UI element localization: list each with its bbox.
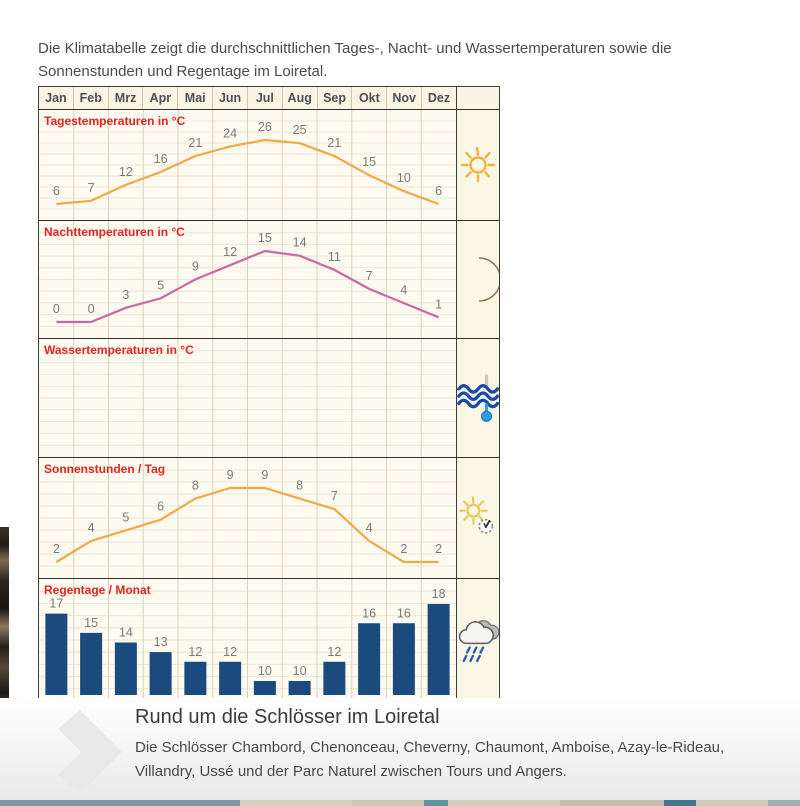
svg-text:12: 12 <box>188 645 202 659</box>
climate-rows: 6 7 12 16 21 24 26 25 21 15 10 6 Tagestemperaturen i… <box>39 110 499 701</box>
svg-text:9: 9 <box>261 468 268 482</box>
svg-text:7: 7 <box>331 489 338 503</box>
svg-text:4: 4 <box>88 521 95 535</box>
svg-text:17: 17 <box>49 597 63 611</box>
chart-bar: 17 15 14 13 12 12 10 10 12 16 16 18 Regentage / Mona… <box>39 579 456 701</box>
svg-text:16: 16 <box>362 606 376 620</box>
svg-text:10: 10 <box>293 664 307 678</box>
month-cell: Feb <box>74 87 109 109</box>
svg-text:21: 21 <box>188 136 202 150</box>
chevron-right-icon <box>58 710 122 799</box>
climate-table: Jan Feb Mrz Apr Mai Jun Jul Aug Sep Okt Nov Dez 6 7 1… <box>38 86 500 702</box>
svg-text:12: 12 <box>119 165 133 179</box>
page-bottom-gradient <box>0 698 800 800</box>
svg-text:6: 6 <box>53 184 60 198</box>
month-cell: Jan <box>39 87 74 109</box>
month-cell: Jul <box>248 87 283 109</box>
sun-icon <box>456 110 499 220</box>
svg-text:6: 6 <box>157 500 164 514</box>
svg-text:7: 7 <box>88 181 95 195</box>
climate-row-1: 6 7 12 16 21 24 26 25 21 15 10 6 Tagestemperaturen i… <box>39 110 499 221</box>
svg-text:0: 0 <box>53 302 60 316</box>
svg-text:8: 8 <box>296 479 303 493</box>
svg-text:4: 4 <box>366 521 373 535</box>
svg-text:14: 14 <box>293 236 307 250</box>
climate-row-5: 17 15 14 13 12 12 10 10 12 16 16 18 Regentage / Mona… <box>39 579 499 701</box>
teaser-title[interactable]: Rund um die Schlösser im Loiretal <box>135 706 440 728</box>
row-label: Regentage / Monat <box>44 583 151 597</box>
svg-text:1: 1 <box>435 297 442 311</box>
table-header-row: Jan Feb Mrz Apr Mai Jun Jul Aug Sep Okt Nov Dez <box>39 87 499 110</box>
month-cell: Dez <box>427 91 451 105</box>
rain-cloud-icon <box>456 579 499 701</box>
teaser-text: Die Schlösser Chambord, Chenonceau, Chev… <box>135 739 725 780</box>
chart-line: 6 7 12 16 21 24 26 25 21 15 10 6 Tagestemperaturen i… <box>39 110 456 220</box>
svg-text:4: 4 <box>400 283 407 297</box>
svg-text:12: 12 <box>223 245 237 259</box>
svg-text:10: 10 <box>258 664 272 678</box>
svg-text:16: 16 <box>154 152 168 166</box>
water-thermometer-icon <box>456 339 499 457</box>
climate-row-2: 0 0 3 5 9 12 15 14 11 7 4 1 Nachttemperaturen in °C <box>39 221 499 339</box>
svg-text:12: 12 <box>327 645 341 659</box>
left-photo-strip <box>0 527 9 782</box>
svg-text:11: 11 <box>328 250 341 264</box>
month-cell: Okt <box>352 87 388 109</box>
svg-text:25: 25 <box>293 123 307 137</box>
svg-text:15: 15 <box>258 231 272 245</box>
month-cell: Mai <box>178 87 214 109</box>
svg-text:21: 21 <box>327 136 341 150</box>
svg-text:0: 0 <box>88 302 95 316</box>
month-cell: Nov <box>387 87 423 109</box>
row-label: Sonnenstunden / Tag <box>44 462 165 476</box>
bottom-photo-strip <box>0 800 800 806</box>
teaser-link-block[interactable]: Rund um die Schlösser im Loiretal Die Sc… <box>0 702 800 798</box>
intro-text: Die Klimatabelle zeigt die durchschnittl… <box>38 40 672 81</box>
row-label: Tagestemperaturen in °C <box>44 114 186 128</box>
svg-text:10: 10 <box>397 171 411 185</box>
month-cell: Apr <box>143 87 179 109</box>
svg-text:8: 8 <box>192 479 199 493</box>
svg-text:7: 7 <box>366 269 373 283</box>
svg-text:12: 12 <box>223 645 237 659</box>
chart-line: 2 4 5 6 8 9 9 8 7 4 2 2 Sonnenstunden / Tag <box>39 458 456 578</box>
svg-text:15: 15 <box>84 616 98 630</box>
svg-text:14: 14 <box>119 626 133 640</box>
icon-column-header <box>456 87 499 109</box>
svg-text:13: 13 <box>154 635 168 649</box>
svg-text:2: 2 <box>53 542 60 556</box>
svg-text:2: 2 <box>435 542 442 556</box>
svg-text:5: 5 <box>157 278 164 292</box>
moon-icon <box>456 221 499 338</box>
month-cell: Mrz <box>109 87 144 109</box>
svg-text:9: 9 <box>227 468 234 482</box>
svg-text:26: 26 <box>258 120 272 134</box>
sun-clock-icon <box>456 458 499 578</box>
month-cell: Jun <box>213 87 248 109</box>
svg-text:2: 2 <box>400 542 407 556</box>
month-cell: Aug <box>283 87 318 109</box>
svg-text:9: 9 <box>192 259 199 273</box>
climate-row-4: 2 4 5 6 8 9 9 8 7 4 2 2 Sonnenstunden / Tag <box>39 458 499 579</box>
chart-empty: Wassertemperaturen in °C <box>39 339 456 457</box>
row-label: Nachttemperaturen in °C <box>44 225 185 239</box>
svg-text:6: 6 <box>435 184 442 198</box>
svg-text:16: 16 <box>397 606 411 620</box>
row-label: Wassertemperaturen in °C <box>44 343 194 357</box>
svg-text:18: 18 <box>432 587 446 601</box>
svg-text:24: 24 <box>223 126 237 140</box>
month-header: Jan Feb Mrz Apr Mai Jun Jul Aug Sep Okt Nov Dez <box>39 87 456 109</box>
svg-text:15: 15 <box>362 155 376 169</box>
month-cell: Sep <box>318 87 353 109</box>
climate-row-3: Wassertemperaturen in °C <box>39 339 499 458</box>
svg-text:5: 5 <box>122 510 129 524</box>
chart-line: 0 0 3 5 9 12 15 14 11 7 4 1 Nachttemperaturen in °C <box>39 221 456 338</box>
svg-text:3: 3 <box>122 288 129 302</box>
